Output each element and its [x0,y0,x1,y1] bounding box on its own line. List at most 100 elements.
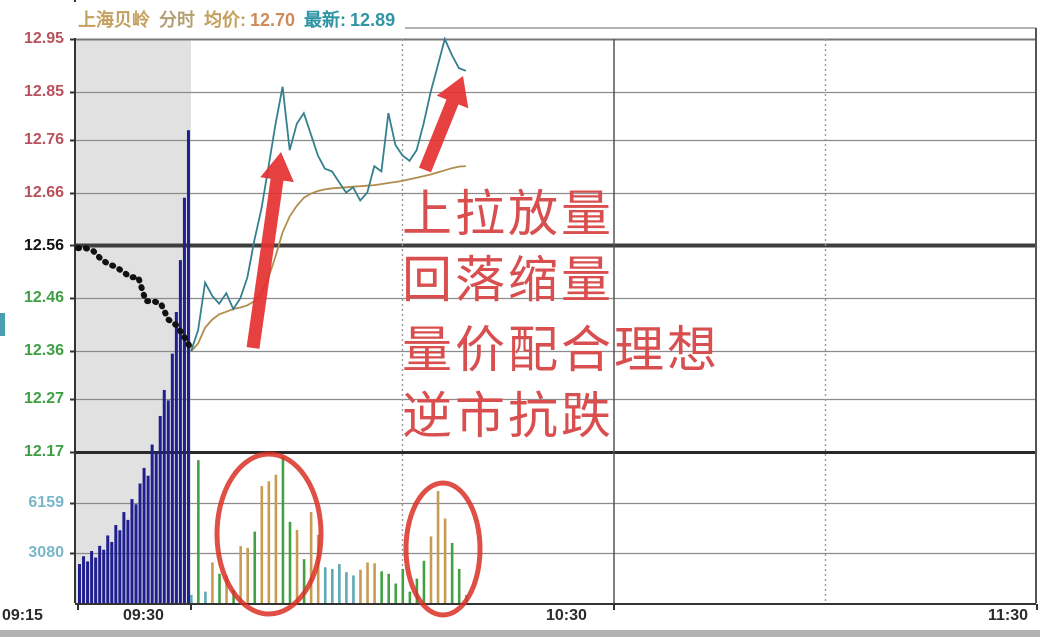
price-axis-label: 12.36 [23,342,64,360]
premarket-volume-bar [102,549,106,603]
volume-bar [281,456,285,603]
annotation-ellipse [403,480,483,618]
annotation-arrow [246,152,294,349]
volume-bar [288,521,292,603]
price-axis-label: 12.46 [23,289,64,307]
premarket-volume-bar [110,541,114,603]
volume-bar [366,562,369,603]
price-axis-label: 12.76 [23,130,64,148]
premarket-volume-bar [166,400,170,603]
left-edge-tag [0,313,5,336]
volume-bar [239,546,242,603]
chart-type-label: 分时 [159,10,195,30]
volume-bar [197,460,200,603]
time-axis-label: 11:30 [988,607,1029,624]
price-axis-label: 12.56 [23,236,64,254]
premarket-volume-bar [158,415,162,603]
avg-price-value: 12.70 [250,10,296,30]
price-axis-label: 12.17 [23,443,64,460]
premarket-volume-bar [98,545,102,603]
volume-bar [352,575,355,603]
premarket-volume-bar [170,353,174,603]
volume-bar [436,490,440,603]
premarket-price-line [75,245,194,352]
volume-bar [401,568,405,603]
last-price-label: 最新: [304,10,347,30]
time-axis-label: 09:30 [123,607,164,624]
volume-bar [443,518,447,603]
premarket-volume-bar [138,483,142,603]
volume-bar [267,481,271,603]
premarket-volume-bar [126,519,130,603]
premarket-volume-bar [134,504,138,603]
premarket-volume-bar [106,535,110,603]
volume-bar [218,573,221,603]
volume-bar [373,563,376,603]
premarket-volume-bar [154,452,158,603]
volume-bar [323,567,327,603]
premarket-volume-bar [118,530,122,603]
volume-bar [246,547,249,603]
volume-bar [394,583,398,603]
premarket-volume-bar [90,551,94,603]
annotation-text: 回落缩量 [402,251,614,309]
time-axis-label: 10:30 [546,607,587,624]
price-axis-label: 12.95 [23,30,64,47]
volume-bar [359,569,362,603]
premarket-volume-bar [174,312,178,603]
premarket-volume-bar [162,389,166,603]
annotation-arrow [419,76,469,173]
volume-bar [422,560,426,603]
volume-bar [190,594,193,603]
volume-bar [302,559,306,603]
premarket-volume-bar [130,499,134,603]
premarket-volume-bar [122,512,126,603]
volume-axis-label: 3080 [28,543,64,561]
premarket-volume-bar [150,444,154,603]
premarket-volume-bar [86,561,90,603]
premarket-volume-bar [114,525,118,603]
premarket-volume-bar [94,557,98,603]
volume-bar [429,536,433,603]
annotation-ellipse [214,451,324,617]
volume-bar [204,591,207,603]
premarket-volume-bar [142,467,146,603]
avg-price-line [190,165,466,353]
volume-bar [295,529,299,603]
volume-bar [260,486,264,603]
volume-bar [331,568,334,603]
avg-price-label: 均价: [204,10,246,30]
price-axis-label: 12.66 [23,183,64,201]
price-line [190,36,467,352]
premarket-volume-bar [178,260,182,603]
volume-bar [387,573,390,603]
last-price-value: 12.89 [350,10,396,30]
premarket-volume-bar [82,556,86,603]
time-axis-label: 09:15 [2,607,43,624]
annotation-text: 上拉放量 [402,185,614,243]
window-bottom-edge [0,630,1040,637]
price-axis-label: 12.85 [23,82,64,100]
volume-axis-label: 6159 [28,493,64,511]
volume-bar [338,564,341,603]
stock-name: 上海贝岭 [78,10,150,30]
price-axis-label: 12.27 [23,390,64,408]
volume-bar [380,571,383,603]
volume-bar [408,591,412,603]
premarket-volume-bar [186,130,190,603]
volume-bar [450,542,454,603]
volume-bar [253,531,257,603]
premarket-volume-bar [78,564,81,603]
premarket-volume-bar [182,197,186,604]
volume-bar [345,572,348,603]
volume-bar [457,568,461,603]
volume-bar [211,562,214,603]
premarket-volume-bar [146,475,150,603]
volume-bar [225,575,228,603]
volume-bar [274,474,278,603]
annotation-text: 量价配合理想 [402,321,720,379]
volume-bar [309,512,313,603]
chart-title: 上海贝岭 分时 均价: 12.70 最新: 12.89 [62,2,406,38]
